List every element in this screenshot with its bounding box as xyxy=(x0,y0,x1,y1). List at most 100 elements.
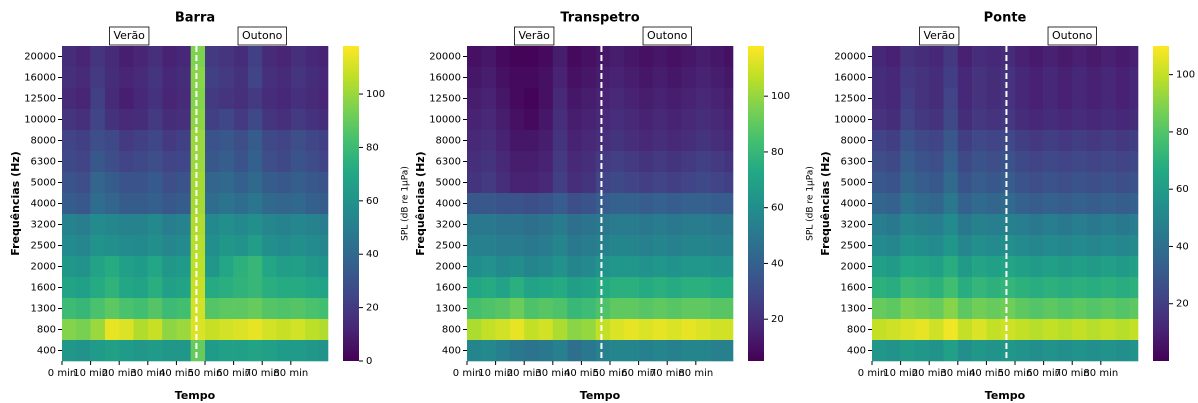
heat-cell xyxy=(290,319,306,341)
season-box xyxy=(642,26,692,46)
heat-cell xyxy=(524,88,539,110)
heat-cell xyxy=(276,256,292,278)
heat-cell xyxy=(524,151,539,173)
heat-cell xyxy=(133,46,149,68)
heat-cell xyxy=(610,172,625,194)
heat-cell xyxy=(205,67,220,89)
x-tick-label: 80 min xyxy=(678,368,713,379)
heat-cell xyxy=(929,88,944,110)
heat-cell xyxy=(972,172,987,194)
heat-cell xyxy=(1115,172,1130,194)
heat-cell xyxy=(972,130,987,152)
heat-cell xyxy=(319,235,329,257)
heat-cell xyxy=(567,172,582,194)
heat-cell xyxy=(1072,235,1087,257)
heat-cell xyxy=(162,298,177,320)
heat-cell xyxy=(481,193,496,215)
heat-cell xyxy=(552,277,568,299)
heat-cell xyxy=(681,235,697,257)
heat-cell xyxy=(581,214,597,236)
heat-cell xyxy=(1043,172,1059,194)
heat-cell xyxy=(986,88,1002,110)
heat-cell xyxy=(886,256,901,278)
heat-cell xyxy=(929,172,944,194)
heat-cell xyxy=(205,46,220,68)
heat-cell xyxy=(1129,46,1139,68)
heat-cell xyxy=(943,130,959,152)
heat-cell xyxy=(176,130,192,152)
season-box xyxy=(919,26,960,46)
colorbar-tick-label: 100 xyxy=(1176,70,1195,81)
heat-cell xyxy=(681,256,697,278)
y-tick-label: 8000 xyxy=(841,136,866,147)
heat-cell xyxy=(914,151,930,173)
heat-cell xyxy=(162,130,177,152)
heat-cell xyxy=(900,88,916,110)
heat-cell xyxy=(914,193,930,215)
heat-cell xyxy=(62,235,77,257)
season-text: Outono xyxy=(1052,29,1093,42)
heat-cell xyxy=(162,235,177,257)
heat-cell xyxy=(610,109,625,131)
heat-cell xyxy=(276,277,292,299)
heat-cell xyxy=(581,67,597,89)
heat-cell xyxy=(1000,67,1016,89)
heat-cell xyxy=(1000,256,1016,278)
heat-cell xyxy=(914,319,930,341)
heat-cell xyxy=(495,193,511,215)
y-tick-label: 12500 xyxy=(24,94,56,105)
x-tick-label: 40 min xyxy=(969,368,1004,379)
heat-cell xyxy=(972,67,987,89)
heat-cell xyxy=(972,277,987,299)
heat-cell xyxy=(724,109,734,131)
heat-cell xyxy=(1129,172,1139,194)
heat-cell xyxy=(219,193,234,215)
heat-cell xyxy=(290,67,306,89)
heat-cell xyxy=(1086,151,1102,173)
heat-cell xyxy=(233,256,249,278)
heat-cell xyxy=(219,130,234,152)
heat-cell xyxy=(638,235,654,257)
heat-cell xyxy=(205,172,220,194)
heat-cell xyxy=(219,67,234,89)
heat-cell xyxy=(667,130,682,152)
heat-cell xyxy=(62,88,77,110)
heat-cell xyxy=(710,67,725,89)
heat-cell xyxy=(262,172,277,194)
x-axis-label: Tempo xyxy=(175,389,216,402)
heat-cell xyxy=(133,172,149,194)
heat-cell xyxy=(1015,319,1030,341)
season-label: Outono xyxy=(237,26,287,46)
heat-cell xyxy=(104,88,120,110)
heat-cell xyxy=(233,151,249,173)
heat-cell xyxy=(652,151,668,173)
heat-cell xyxy=(943,340,959,362)
heat-cell xyxy=(1043,67,1059,89)
heat-cell xyxy=(957,109,973,131)
heat-cell xyxy=(276,109,292,131)
y-tick-label: 3200 xyxy=(436,220,461,231)
heat-cell xyxy=(233,46,249,68)
heat-cell xyxy=(652,67,668,89)
heat-cell xyxy=(147,256,163,278)
heat-cell xyxy=(695,109,711,131)
heat-cell xyxy=(162,256,177,278)
heat-cell xyxy=(652,235,668,257)
y-tick-label: 2000 xyxy=(31,262,56,273)
heat-cell xyxy=(581,319,597,341)
heat-cell xyxy=(219,172,234,194)
heat-cell xyxy=(104,319,120,341)
heat-cell xyxy=(624,256,639,278)
heat-cell xyxy=(943,46,959,68)
season-box xyxy=(237,26,287,46)
heat-cell xyxy=(276,193,292,215)
heat-cell xyxy=(247,172,263,194)
heat-cell xyxy=(943,214,959,236)
heat-cell xyxy=(1043,277,1059,299)
heat-cell xyxy=(147,277,163,299)
heat-cell xyxy=(567,319,582,341)
heat-cell xyxy=(104,130,120,152)
heat-cell xyxy=(62,277,77,299)
heat-cell xyxy=(509,151,525,173)
heat-cell xyxy=(667,277,682,299)
